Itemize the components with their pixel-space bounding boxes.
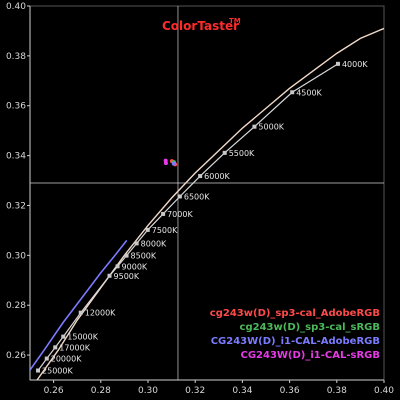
locus-label: 8000K — [141, 239, 167, 248]
locus-label: 5000K — [258, 123, 284, 132]
locus-marker — [335, 61, 340, 66]
locus-marker — [177, 194, 182, 199]
locus-marker — [198, 174, 203, 179]
locus-label: 15000K — [67, 333, 98, 342]
locus-label: 20000K — [51, 355, 82, 364]
locus-label: 7500K — [152, 226, 178, 235]
series-point-3 — [163, 161, 168, 166]
locus-marker — [252, 124, 257, 129]
locus-label: 25000K — [42, 367, 73, 376]
locus-marker — [61, 334, 66, 339]
locus-marker — [115, 264, 120, 269]
chart-title-superscript: TM — [229, 17, 241, 25]
locus-marker — [53, 345, 58, 350]
locus-marker — [44, 356, 49, 361]
chart-title: ColorTaster — [162, 19, 239, 33]
locus-marker — [222, 150, 227, 155]
x-tick-label: 0.30 — [138, 386, 158, 396]
legend-entry: cg243w(D)_sp3-cal_sRGB — [240, 322, 380, 333]
y-tick-label: 0.30 — [6, 251, 26, 261]
locus-label: 4500K — [296, 88, 322, 97]
locus-marker — [78, 310, 83, 315]
locus-label: 6000K — [204, 172, 230, 181]
upper-locus-curve — [36, 27, 384, 380]
legend-entry: CG243W(D)_i1-CAL-sRGB — [240, 350, 380, 361]
legend-entry: cg243w(D)_sp3-cal_AdobeRGB — [210, 308, 380, 319]
locus-marker — [290, 90, 295, 95]
locus-label: 7000K — [167, 210, 193, 219]
x-tick-label: 0.32 — [185, 386, 205, 396]
y-tick-label: 0.40 — [6, 2, 26, 12]
locus-marker — [36, 368, 41, 373]
x-tick-label: 0.34 — [232, 386, 252, 396]
x-tick-label: 0.38 — [327, 386, 347, 396]
x-tick-label: 0.28 — [91, 386, 111, 396]
locus-label: 8500K — [131, 252, 157, 261]
series-point-2 — [171, 161, 176, 166]
locus-label: 4000K — [342, 60, 368, 69]
locus-marker — [145, 227, 150, 232]
locus-marker — [134, 241, 139, 246]
locus-marker — [107, 273, 112, 278]
locus-label: 9000K — [122, 262, 148, 271]
series-curve-2 — [30, 239, 128, 371]
x-tick-label: 0.40 — [374, 386, 394, 396]
y-tick-label: 0.36 — [6, 102, 26, 112]
y-tick-label: 0.26 — [6, 351, 26, 361]
locus-label: 9500K — [114, 272, 140, 281]
y-tick-label: 0.34 — [6, 152, 26, 162]
y-tick-label: 0.28 — [6, 301, 26, 311]
y-tick-label: 0.38 — [6, 52, 26, 62]
locus-label: 12000K — [85, 309, 116, 318]
x-tick-label: 0.36 — [280, 386, 300, 396]
locus-label: 6500K — [184, 192, 210, 201]
locus-label: 5500K — [229, 149, 255, 158]
locus-marker — [124, 253, 129, 258]
locus-label: 17000K — [59, 343, 90, 352]
locus-marker — [161, 211, 166, 216]
x-tick-label: 0.26 — [44, 386, 64, 396]
y-tick-label: 0.32 — [6, 201, 26, 211]
legend-entry: CG243W(D)_i1-CAL-AdobeRGB — [211, 336, 380, 347]
